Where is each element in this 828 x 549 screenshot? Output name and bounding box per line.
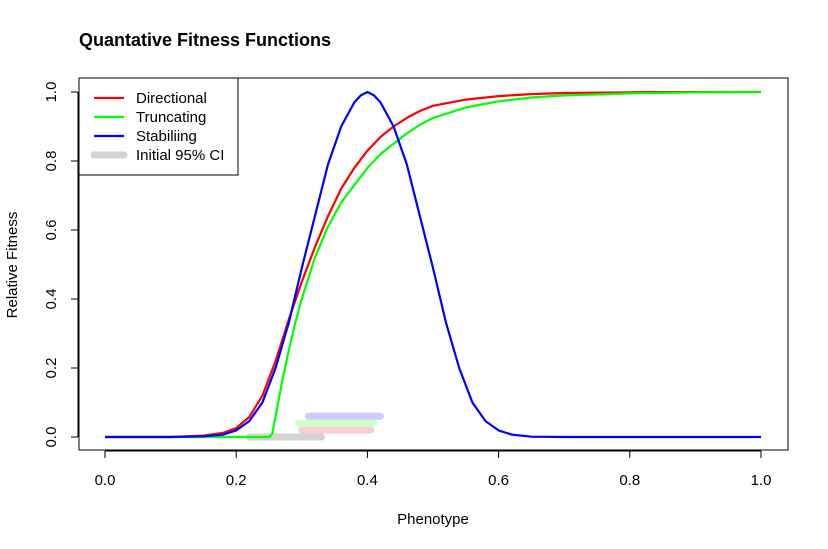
- chart-title: Quantative Fitness Functions: [79, 30, 331, 50]
- y-tick-label: 0.0: [43, 427, 60, 448]
- series-line-directional: [105, 90, 761, 439]
- x-tick-label: 0.8: [619, 472, 640, 489]
- x-tick-label: 0.2: [226, 472, 247, 489]
- ci-bars: [245, 412, 385, 441]
- plot-frame: [78, 77, 789, 451]
- legend-label: Directional: [136, 90, 207, 107]
- legend-label: Stabiliing: [136, 128, 197, 145]
- series-lines: [105, 90, 762, 439]
- x-tick-label: 1.0: [751, 472, 772, 489]
- x-axis-label: Phenotype: [397, 511, 469, 528]
- legend: Directional Truncating Stabiliing Initial 9…: [78, 77, 239, 176]
- x-tick-label: 0.4: [357, 472, 378, 489]
- legend-box: [78, 77, 239, 176]
- y-tick-label: 0.2: [43, 358, 60, 379]
- series-line-truncating: [105, 90, 762, 439]
- legend-label: Truncating: [136, 109, 206, 126]
- x-axis: 0.0 0.2 0.4 0.6 0.8 1.0: [95, 450, 772, 489]
- x-tick-label: 0.6: [488, 472, 509, 489]
- series-line-stabiliing: [105, 90, 761, 439]
- y-axis: 0.0 0.2 0.4 0.6 0.8 1.0: [43, 82, 79, 448]
- legend-label: Initial 95% CI: [136, 147, 224, 164]
- y-axis-label: Relative Fitness: [4, 212, 21, 319]
- y-tick-label: 0.4: [43, 289, 60, 310]
- y-tick-label: 1.0: [43, 82, 60, 103]
- x-tick-label: 0.0: [95, 472, 116, 489]
- y-tick-label: 0.6: [43, 220, 60, 241]
- y-tick-label: 0.8: [43, 151, 60, 172]
